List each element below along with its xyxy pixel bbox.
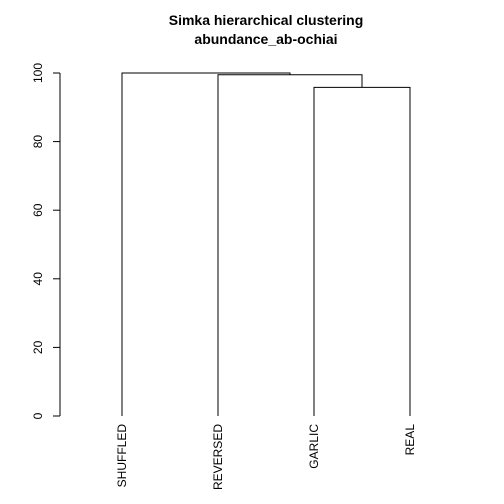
leaf-label: SHUFFLED	[115, 424, 129, 488]
chart-subtitle: abundance_ab-ochiai	[194, 31, 337, 47]
leaf-label: REAL	[403, 424, 417, 456]
y-tick-label: 0	[31, 412, 45, 419]
y-tick-label: 60	[31, 203, 45, 217]
y-tick-label: 40	[31, 272, 45, 286]
y-tick-label: 20	[31, 340, 45, 354]
y-tick-label: 100	[31, 63, 45, 83]
merge	[217, 74, 363, 416]
merge	[313, 86, 411, 416]
leaf-label: GARLIC	[307, 424, 321, 469]
y-tick-label: 80	[31, 135, 45, 149]
merge	[121, 72, 291, 416]
leaf-label: REVERSED	[211, 424, 225, 490]
chart-title: Simka hierarchical clustering	[169, 12, 364, 28]
